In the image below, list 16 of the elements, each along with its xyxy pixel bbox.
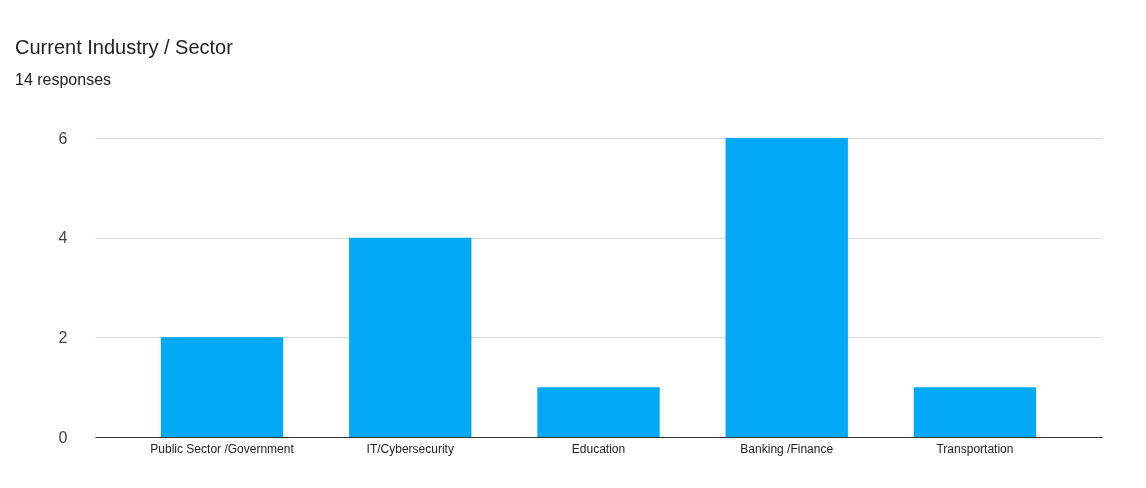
x-tick-label: Public Sector /Government — [150, 441, 295, 456]
x-tick-label: Education — [571, 441, 626, 456]
chart-subtitle: 14 responses — [15, 71, 112, 88]
y-tick-label: 2 — [58, 328, 68, 346]
chart-title: Current Industry / Sector — [15, 36, 234, 58]
x-tick-label: IT/Cybersecurity — [366, 441, 454, 456]
x-tick-label: Banking /Finance — [740, 441, 834, 456]
bar — [160, 337, 284, 437]
bar — [349, 237, 472, 437]
y-tick-label: 0 — [58, 428, 68, 446]
y-tick-label: 6 — [58, 129, 68, 147]
bar — [537, 387, 660, 437]
y-tick-label: 4 — [58, 229, 68, 247]
bar — [913, 387, 1037, 437]
bar — [725, 138, 848, 437]
x-tick-label: Transportation — [936, 441, 1014, 456]
